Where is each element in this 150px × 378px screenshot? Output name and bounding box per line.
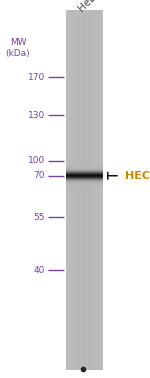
Text: HEC1: HEC1 (124, 171, 150, 181)
Text: 55: 55 (33, 213, 45, 222)
Text: 170: 170 (28, 73, 45, 82)
Text: 130: 130 (28, 111, 45, 120)
Text: 70: 70 (33, 171, 45, 180)
Text: 100: 100 (28, 156, 45, 165)
Text: HeLa: HeLa (76, 0, 102, 13)
Text: MW
(kDa): MW (kDa) (6, 38, 30, 58)
Text: 40: 40 (34, 266, 45, 275)
